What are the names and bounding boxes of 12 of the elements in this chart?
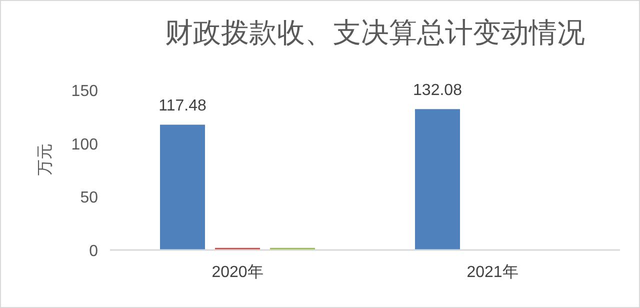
y-tick-label: 150 [71, 83, 98, 100]
data-label: 117.48 [158, 98, 206, 115]
y-tick-label: 0 [89, 243, 98, 260]
y-axis-title: 万元 [37, 143, 54, 176]
y-tick-label: 100 [71, 136, 98, 154]
chart-title: 财政拨款收、支决算总计变动情况 [165, 17, 585, 48]
bar [160, 124, 205, 250]
x-tick-label: 2021年 [466, 264, 518, 281]
bar [415, 109, 460, 250]
data-label: 132.08 [413, 82, 462, 100]
y-tick-label: 50 [80, 190, 98, 207]
x-tick-label: 2020年 [212, 264, 264, 281]
